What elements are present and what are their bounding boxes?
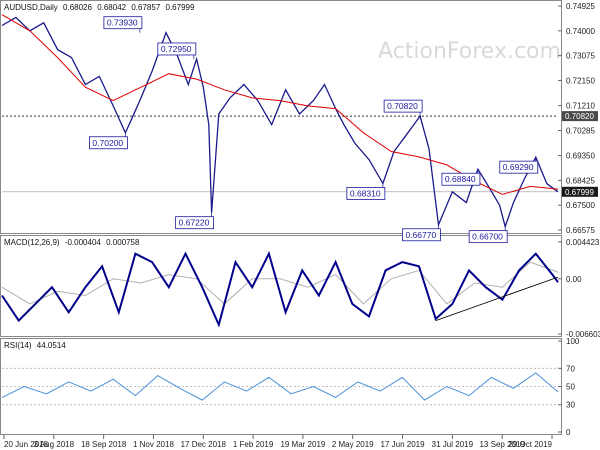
- callout-box-0: [103, 16, 143, 30]
- rsi-y-tick-label-0: 100: [566, 337, 580, 346]
- price-layer: 0.74925 0.74000 0.73075 0.72150 0.71210 0.702…: [1, 2, 598, 244]
- x-tick-label-8: 17 Jun 2019: [381, 440, 426, 449]
- price-y-tick-label-9: 0.66575: [566, 226, 595, 235]
- price-header: AUDUSD,Daily 0.68026 0.68042 0.67857 0.6…: [4, 3, 195, 12]
- horizontal-level-tag: [562, 111, 598, 122]
- rsi-header: RSI(14) 44.0514: [4, 341, 66, 350]
- price-y-tick-label-6: 0.69350: [566, 152, 595, 161]
- x-tick-label-6: 19 Mar 2019: [280, 440, 325, 449]
- x-tick-label-11: 29 Oct 2019: [508, 440, 552, 449]
- macd-header-label: MACD(12,26,9): [4, 238, 60, 247]
- current-price-tag: [562, 186, 598, 197]
- rsi-y-tick-label-3: 30: [566, 401, 575, 410]
- rsi-line: [1, 372, 559, 401]
- rsi-y-tick-label-1: 70: [566, 364, 575, 373]
- price-header-high: 0.68042: [97, 3, 126, 12]
- callout-label-7: 0.69290: [503, 162, 534, 172]
- price-y-tick-label-8: 0.67500: [566, 201, 595, 210]
- macd-y-tick-label-1: 0.00: [566, 275, 582, 284]
- x-tick-label-2: 18 Sep 2018: [81, 440, 127, 449]
- rsi-y-tick-label-4: 0: [566, 428, 571, 437]
- macd-header: MACD(12,26,9) -0.000404 0.000758: [4, 238, 140, 247]
- rsi-header-label: RSI(14): [4, 341, 32, 350]
- macd-signal-line: [1, 261, 559, 305]
- watermark: ActionForex.com: [378, 39, 561, 64]
- x-tick-label-10: 13 Sep 2019: [479, 440, 525, 449]
- macd-header-value2: 0.000758: [106, 238, 140, 247]
- callout-box-6: [441, 172, 481, 186]
- price-header-symbol: AUDUSD,Daily: [4, 3, 58, 12]
- callout-box-2: [157, 42, 197, 56]
- price-y-tick-label-7: 0.68425: [566, 176, 595, 185]
- current-price-label: 0.67999: [565, 188, 594, 197]
- x-tick-label-3: 1 Nov 2018: [133, 440, 174, 449]
- callout-box-9: [468, 230, 508, 244]
- x-tick-label-7: 2 May 2019: [332, 440, 374, 449]
- callout-label-8: 0.66770: [405, 230, 436, 240]
- macd-y-tick-label-0: 0.004423: [566, 238, 600, 247]
- price-header-low: 0.67857: [131, 3, 160, 12]
- callout-label-5: 0.68310: [350, 188, 381, 198]
- callout-label-6: 0.68840: [445, 174, 476, 184]
- callout-label-2: 0.72950: [161, 44, 192, 54]
- price-y-tick-label-4: 0.71210: [566, 102, 595, 111]
- x-tick-label-1: 3 Aug 2018: [34, 440, 75, 449]
- macd-line: [1, 250, 559, 328]
- price-y-tick-label-3: 0.72150: [566, 76, 595, 85]
- callout-box-7: [499, 160, 539, 174]
- macd-header-value1: -0.000404: [65, 238, 102, 247]
- callout-box-3: [175, 216, 215, 230]
- macd-trendline: [435, 276, 559, 322]
- callout-box-4: [383, 99, 423, 113]
- price-header-open: 0.68026: [63, 3, 92, 12]
- macd-panel-frame: [0, 235, 562, 337]
- price-panel-frame: [0, 0, 562, 234]
- callout-box-1: [89, 136, 128, 150]
- x-tick-label-9: 31 Jul 2019: [432, 440, 474, 449]
- macd-y-tick-label-2: -0.006603: [566, 330, 600, 339]
- x-tick-label-4: 17 Dec 2018: [181, 440, 227, 449]
- x-tick-label-0: 20 Jun 2018: [4, 440, 49, 449]
- macd-layer: 0.004423 0.00 -0.006603: [1, 238, 600, 339]
- callout-box-8: [402, 228, 441, 242]
- callout-box-5: [346, 187, 386, 200]
- callout-label-1: 0.70200: [92, 138, 123, 148]
- price-y-tick-label-5: 0.70285: [566, 126, 595, 135]
- rsi-y-tick-label-2: 50: [566, 383, 575, 392]
- callout-label-4: 0.70820: [387, 101, 418, 111]
- rsi-header-value: 44.0514: [37, 341, 66, 350]
- price-y-tick-label-2: 0.73075: [566, 52, 595, 61]
- x-tick-label-5: 1 Feb 2019: [233, 440, 274, 449]
- price-y-tick-label-1: 0.74000: [566, 27, 595, 36]
- price-header-close: 0.67999: [166, 3, 195, 12]
- callout-label-0: 0.73930: [107, 18, 138, 28]
- price-y-tick-label-0: 0.74925: [566, 2, 595, 11]
- horizontal-level-label: 0.70820: [565, 112, 594, 121]
- rsi-layer: 100 70 50 30 0: [1, 337, 580, 437]
- callout-label-3: 0.67220: [179, 218, 210, 228]
- callout-label-9: 0.66700: [472, 232, 503, 242]
